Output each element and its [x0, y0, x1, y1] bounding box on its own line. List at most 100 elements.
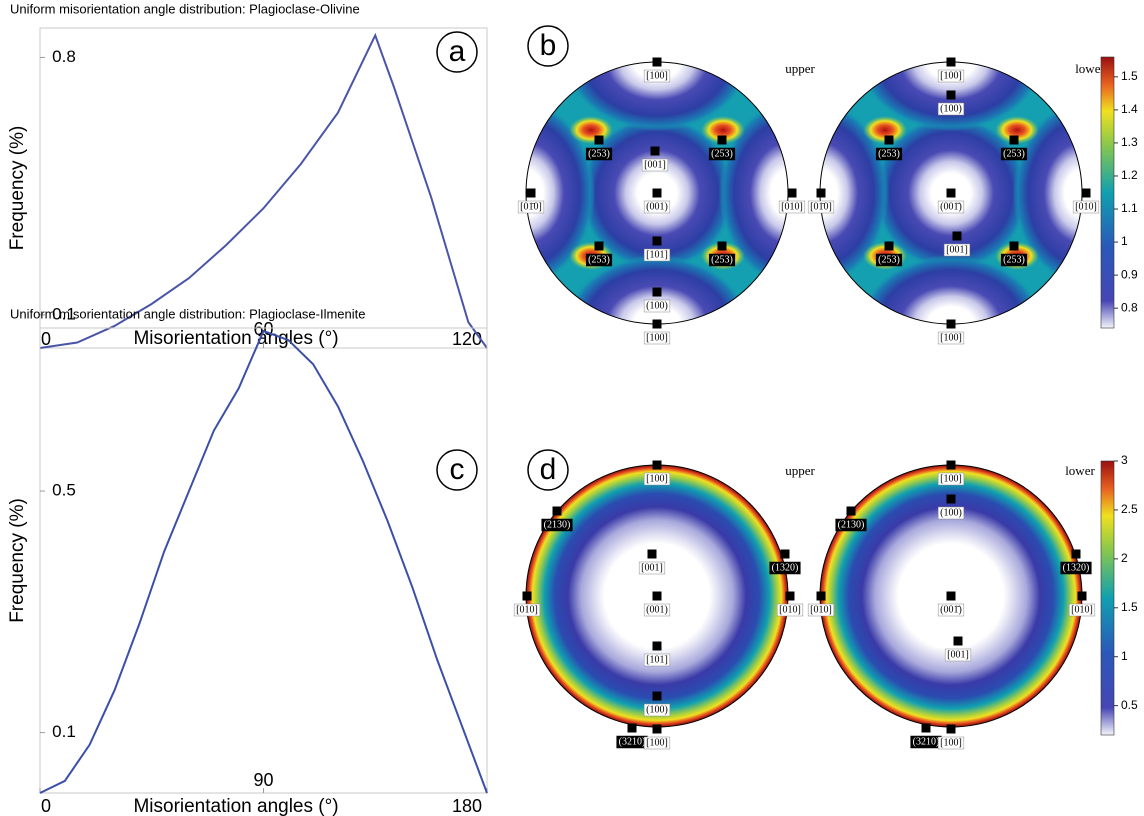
pole-label-box	[638, 561, 666, 575]
pole-label-box	[937, 331, 965, 345]
pole-label: [100]	[940, 332, 962, 343]
pole-label-box	[835, 518, 867, 532]
pole-marker	[946, 57, 956, 67]
pole-marker	[522, 591, 532, 601]
colorbar-tick-label: 2.5	[1121, 502, 1138, 516]
panel-badge	[436, 31, 478, 73]
x-axis-label: Misorientation angles (°)	[133, 796, 338, 816]
y-tick-label: 0.1	[52, 304, 76, 323]
pole-label-box	[708, 147, 736, 161]
pole-label-box	[937, 472, 965, 486]
pole-label-box	[643, 69, 671, 83]
pole-label: (100)	[646, 300, 668, 311]
pole-label: (253)	[878, 254, 900, 265]
pole-label: [010]	[779, 604, 801, 615]
pole-label-box	[807, 603, 835, 617]
colorbar-tick-label: 1.4	[1121, 102, 1138, 116]
pole-marker	[652, 641, 662, 651]
pf-spot	[859, 255, 1043, 324]
pole-label-box	[875, 147, 903, 161]
pole-marker	[816, 591, 826, 601]
x-tick-label: 0	[41, 329, 51, 349]
pole-marker	[647, 549, 657, 559]
pf-hot	[995, 116, 1039, 144]
pole-label-box	[641, 158, 669, 172]
pole-label: (2130)	[544, 519, 571, 530]
pole-marker	[652, 188, 662, 198]
pole-marker	[946, 319, 956, 329]
panel-label: b	[540, 29, 557, 62]
pole-marker	[652, 460, 662, 470]
pole-marker	[921, 723, 931, 733]
pole-label: [100]	[646, 737, 668, 748]
pole-label: [100]	[646, 332, 668, 343]
pole-label: (1320)	[772, 562, 799, 573]
pole-label-box	[643, 653, 671, 667]
y-tick-label: 0.8	[52, 47, 76, 66]
pole-marker	[884, 241, 894, 251]
pole-label: (100)	[646, 704, 668, 715]
pole-label: [001]	[644, 159, 666, 170]
pole-marker	[652, 57, 662, 67]
pole-label: (253)	[588, 254, 610, 265]
colorbar-tick-label: 1.3	[1121, 135, 1138, 149]
pole-marker	[946, 188, 956, 198]
pole-marker	[953, 636, 963, 646]
pole-marker	[594, 241, 604, 251]
pole-label-box	[1000, 147, 1028, 161]
pole-label: (253)	[588, 148, 610, 159]
pole-marker	[946, 724, 956, 734]
pole-label-box	[937, 603, 965, 617]
pole-marker	[652, 319, 662, 329]
y-tick-label: 0.5	[52, 481, 76, 500]
pole-label: [01̄0]	[810, 201, 832, 212]
x-tick-label: 90	[253, 770, 273, 790]
pole-marker	[946, 460, 956, 470]
pf-hot	[569, 116, 613, 144]
y-axis-label: Frequency (%)	[7, 498, 28, 623]
pole-marker	[1071, 549, 1081, 559]
pole-label-box	[643, 472, 671, 486]
panel-label: a	[449, 35, 466, 68]
pole-label: [100]	[940, 473, 962, 484]
pole-label: (253)	[711, 254, 733, 265]
pole-label: [100]	[940, 70, 962, 81]
pole-label: [010]	[781, 201, 803, 212]
pf-spot	[859, 62, 1043, 131]
pole-label: [001]	[946, 244, 968, 255]
pole-label-box	[937, 736, 965, 750]
pole-label: [100]	[940, 737, 962, 748]
pole-label: [001]	[641, 562, 663, 573]
pole-marker	[816, 188, 826, 198]
pf-spot	[719, 101, 788, 285]
panel-badge	[527, 25, 569, 67]
pole-label-box	[643, 736, 671, 750]
pole-label-box	[937, 506, 965, 520]
pole-label: [101]	[646, 654, 668, 665]
colorbar-tick-label: 1.5	[1121, 600, 1138, 614]
colorbar-tick-label: 1.1	[1121, 201, 1138, 215]
pole-label: (253)	[878, 148, 900, 159]
x-tick-label: 180	[452, 796, 482, 816]
pole-marker	[1081, 188, 1091, 198]
pole-marker	[946, 591, 956, 601]
pole-label: (001)	[646, 604, 668, 615]
pole-label-box	[517, 200, 545, 214]
pole-label-box	[937, 102, 965, 116]
pole-label-box	[643, 703, 671, 717]
pole-marker	[785, 591, 795, 601]
pole-marker	[594, 135, 604, 145]
pole-marker	[1009, 135, 1019, 145]
pole-marker	[1077, 591, 1087, 601]
pole-label-box	[778, 200, 806, 214]
y-tick-label: 0.1	[52, 722, 76, 741]
pole-marker	[627, 723, 637, 733]
pole-label: [101]	[646, 249, 668, 260]
pole-marker	[652, 591, 662, 601]
pole-label: (253)	[711, 148, 733, 159]
pole-label-box	[643, 331, 671, 345]
pole-marker	[846, 506, 856, 516]
pole-label: [010]	[1071, 604, 1093, 615]
panel-badge	[527, 449, 569, 491]
